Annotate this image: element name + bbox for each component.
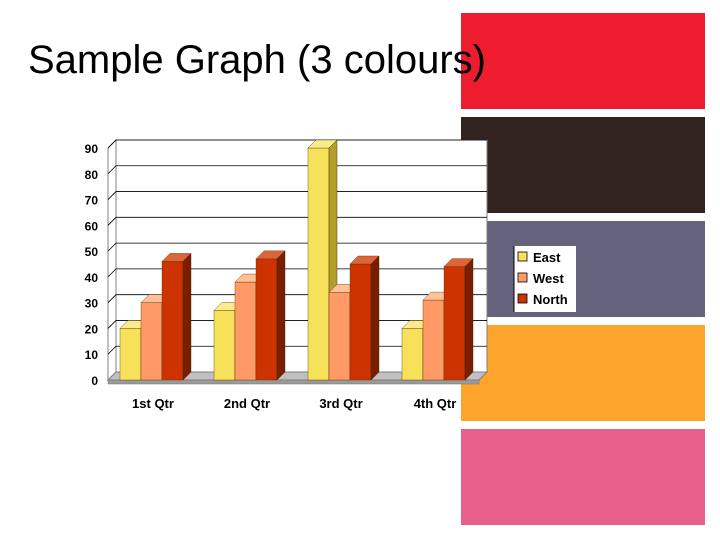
x-tick-label: 1st Qtr	[132, 396, 174, 411]
legend-swatch-east	[517, 251, 528, 262]
y-tick-label: 70	[85, 194, 99, 208]
legend-label-west: West	[533, 271, 564, 286]
legend-label-north: North	[533, 292, 568, 307]
bar-west-3	[328, 292, 351, 381]
color-swatch-red	[461, 13, 705, 109]
legend-swatch-west	[517, 272, 528, 283]
color-swatch-pink	[461, 429, 705, 525]
bar-east-2	[213, 310, 236, 381]
bar-side-north-3	[370, 255, 380, 381]
y-tick-label: 40	[85, 271, 99, 285]
legend-swatch-north	[517, 293, 528, 304]
y-tick-label: 90	[85, 142, 99, 156]
gridline	[107, 139, 487, 149]
y-tick-label: 10	[85, 348, 99, 362]
bar-west-4	[422, 299, 445, 381]
bar-north-1	[161, 261, 184, 381]
chart-floor-edge	[107, 379, 480, 385]
y-tick-label: 80	[85, 168, 99, 182]
bar-north-4	[443, 266, 466, 381]
bar-north-3	[349, 263, 372, 381]
chart-side-wall	[107, 138, 117, 382]
slide-title: Sample Graph (3 colours)	[28, 38, 486, 82]
color-swatch-orange	[461, 325, 705, 421]
y-tick-label: 60	[85, 219, 99, 233]
y-tick-label: 20	[85, 322, 99, 336]
bar-side-north-4	[464, 258, 474, 381]
gridline	[107, 216, 487, 226]
gridline	[107, 242, 487, 252]
y-tick-label: 0	[91, 374, 98, 388]
legend-label-east: East	[533, 250, 561, 265]
bar-east-3	[307, 147, 330, 381]
x-tick-label: 4th Qtr	[414, 396, 457, 411]
x-tick-label: 2nd Qtr	[224, 396, 270, 411]
color-swatch-dark-brown	[461, 117, 705, 213]
y-tick-label: 50	[85, 245, 99, 259]
bar-north-2	[255, 258, 278, 381]
bar-east-4	[401, 328, 424, 381]
gridline	[107, 165, 487, 175]
bar-side-north-1	[182, 252, 192, 381]
gridline	[107, 191, 487, 200]
y-tick-label: 30	[85, 297, 99, 311]
x-tick-label: 3rd Qtr	[319, 396, 362, 411]
bar-west-2	[234, 281, 257, 381]
bar-west-1	[140, 302, 163, 381]
bar-east-1	[119, 328, 142, 381]
bar-side-north-2	[276, 250, 286, 381]
color-swatch-slate	[461, 221, 705, 317]
